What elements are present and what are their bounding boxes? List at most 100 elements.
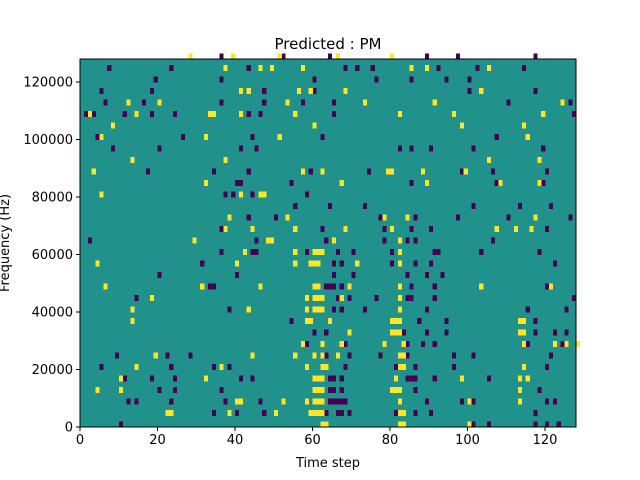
heatmap-cell-low — [173, 375, 178, 382]
heatmap-cell-high — [320, 352, 325, 359]
heatmap-cell-high — [424, 64, 430, 71]
heatmap-cell-low — [374, 76, 379, 83]
heatmap-cell-high — [467, 421, 472, 428]
heatmap-cell-high — [277, 53, 282, 60]
heatmap-cell-low — [537, 248, 542, 255]
heatmap-cell-low — [227, 306, 232, 313]
heatmap-cell-high — [335, 53, 340, 60]
heatmap-cell-low — [355, 64, 360, 71]
heatmap-cell-high — [401, 421, 406, 428]
heatmap-cell-low — [548, 352, 554, 359]
heatmap-cell-low — [347, 409, 352, 416]
heatmap-cell-low — [134, 398, 139, 405]
heatmap-cell-high — [397, 110, 402, 117]
heatmap-cell-low — [258, 110, 263, 117]
heatmap-cell-high — [517, 329, 523, 336]
heatmap-cell-low — [111, 145, 116, 152]
heatmap-cell-high — [397, 398, 402, 405]
heatmap-cell-low — [246, 214, 251, 221]
heatmap-cell-low — [506, 99, 511, 106]
heatmap-cell-high — [397, 409, 402, 416]
heatmap-cell-high — [529, 225, 534, 232]
heatmap-cell-low — [351, 248, 356, 255]
heatmap-cell-low — [343, 363, 348, 370]
heatmap-cell-high — [576, 340, 581, 347]
heatmap-cell-low — [99, 87, 104, 94]
heatmap-cell-low — [390, 248, 395, 255]
heatmap-cell-low — [428, 260, 433, 267]
heatmap-cell-high — [293, 248, 298, 255]
heatmap-cell-low — [331, 99, 337, 106]
heatmap-cell-low — [328, 53, 333, 60]
heatmap-cell-low — [421, 340, 426, 347]
heatmap-cell-low — [444, 317, 449, 324]
heatmap-cell-high — [273, 409, 278, 416]
heatmap-cell-low — [219, 386, 224, 393]
heatmap-cell-low — [300, 99, 306, 106]
heatmap-cell-low — [564, 329, 569, 336]
heatmap-cell-high — [285, 214, 290, 221]
heatmap-cell-high — [479, 87, 484, 94]
heatmap-cell-low — [157, 145, 162, 152]
heatmap-cell-low — [444, 329, 449, 336]
heatmap-cell-high — [223, 156, 228, 163]
heatmap-cell-high — [308, 409, 313, 416]
heatmap-cell-low — [545, 398, 550, 405]
heatmap-cell-low — [467, 76, 472, 83]
heatmap-cell-high — [316, 386, 321, 393]
heatmap-cell-high — [111, 122, 116, 129]
heatmap-cell-high — [130, 156, 135, 163]
plot-frame — [79, 58, 577, 428]
heatmap-cell-low — [324, 409, 329, 416]
x-tick-label: 40 — [227, 433, 244, 448]
heatmap-cell-high — [312, 352, 317, 359]
heatmap-cell-low — [362, 306, 368, 313]
plot-area — [79, 53, 581, 428]
heatmap-cell-high — [409, 64, 414, 71]
heatmap-cell-low — [339, 386, 344, 393]
heatmap-cell-low — [424, 271, 430, 278]
heatmap-cell-low — [235, 271, 240, 278]
heatmap-cell-high — [339, 340, 344, 347]
heatmap-cell-low — [223, 398, 228, 405]
y-tick-label: 100000 — [23, 133, 73, 148]
heatmap-cell-high — [339, 294, 344, 301]
heatmap-cell-low — [541, 179, 546, 186]
heatmap-cell-high — [564, 340, 569, 347]
heatmap-cell-high — [331, 237, 337, 244]
heatmap-cell-low — [432, 248, 437, 255]
heatmap-cell-high — [393, 386, 399, 393]
heatmap-cell-high — [541, 110, 546, 117]
heatmap-cell-low — [118, 421, 123, 428]
heatmap-cell-high — [99, 133, 104, 140]
heatmap-cell-low — [521, 64, 526, 71]
heatmap-cell-high — [242, 248, 247, 255]
heatmap-cell-high — [521, 317, 526, 324]
heatmap-cell-low — [486, 421, 492, 428]
heatmap-cell-low — [533, 317, 538, 324]
heatmap-cell-low — [471, 145, 476, 152]
heatmap-cell-low — [246, 64, 251, 71]
x-tick-label: 0 — [76, 433, 84, 448]
heatmap-cell-high — [560, 99, 565, 106]
heatmap-cell-low — [339, 283, 344, 290]
heatmap-cell-high — [312, 283, 317, 290]
heatmap-cell-low — [572, 110, 577, 117]
heatmap-cell-low — [471, 202, 476, 209]
heatmap-cell-high — [297, 87, 302, 94]
heatmap-cell-low — [413, 409, 418, 416]
heatmap-cell-high — [227, 409, 232, 416]
heatmap-cell-high — [320, 363, 325, 370]
heatmap-cell-low — [471, 398, 476, 405]
heatmap-cell-low — [382, 237, 387, 244]
heatmap-cell-high — [316, 306, 321, 313]
heatmap-cell-low — [320, 225, 325, 232]
heatmap-cell-high — [250, 225, 255, 232]
heatmap-cell-high — [277, 133, 282, 140]
heatmap-cell-high — [219, 363, 224, 370]
heatmap-cell-high — [204, 133, 209, 140]
heatmap-cell-high — [390, 386, 395, 393]
y-axis: 0 20000 40000 60000 80000 100000 120000 — [23, 76, 80, 436]
heatmap-cell-high — [238, 87, 244, 94]
heatmap-cell-low — [382, 225, 387, 232]
